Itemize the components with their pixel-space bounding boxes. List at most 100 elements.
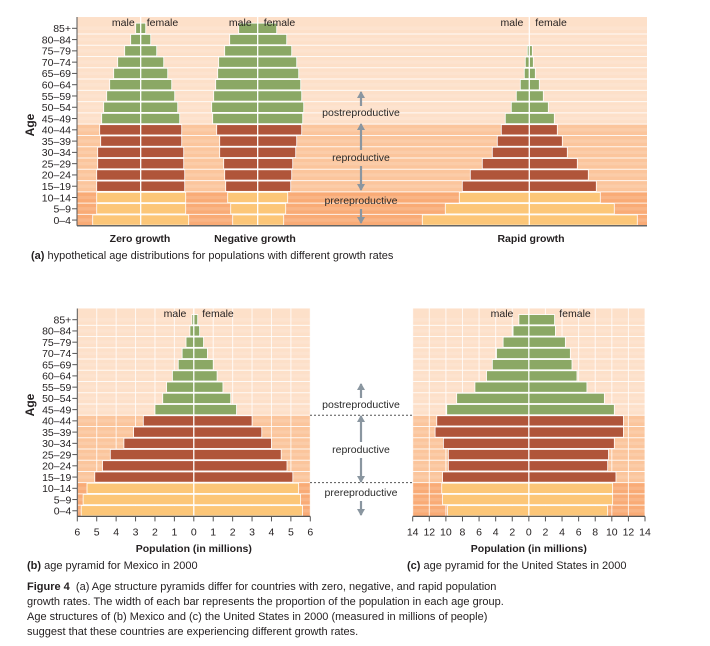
male-bar-45–49 (504, 113, 530, 125)
row-stripe (77, 207, 647, 211)
male-bar-25–29 (97, 158, 142, 170)
male-bar-25–29 (223, 158, 259, 170)
male-bar-10–14 (86, 482, 195, 494)
female-header: female (559, 308, 591, 320)
female-bar-60–64 (528, 370, 578, 382)
female-bar-0–4 (193, 505, 303, 517)
female-bar-45–49 (140, 113, 181, 125)
pyramid-title: Negative growth (214, 233, 296, 245)
male-bar-20–24 (102, 460, 195, 472)
age-tick-label: 25–29 (42, 158, 71, 170)
caption-text: age pyramid for Mexico in 2000 (41, 560, 198, 572)
caption-letter: (b) (27, 560, 41, 572)
female-bar-30–34 (257, 146, 297, 158)
male-bar-0–4 (232, 214, 259, 226)
female-header: female (202, 308, 234, 320)
female-bar-80–84 (140, 34, 152, 46)
female-bar-5–9 (193, 494, 301, 506)
female-bar-35–39 (193, 426, 263, 438)
x-tick-label: 14 (639, 526, 651, 538)
pyramid-panel-c (434, 308, 624, 517)
female-bar-30–34 (528, 146, 568, 158)
male-bar-85+ (135, 22, 142, 34)
x-tick-label: 12 (423, 526, 435, 538)
female-bar-70–74 (257, 56, 298, 68)
arrow-down-icon (357, 217, 365, 224)
age-axis-label: Age (23, 113, 37, 136)
x-tick-label: 4 (113, 526, 119, 538)
x-tick-label: 1 (171, 526, 177, 538)
male-bar-40–44 (500, 124, 530, 136)
female-bar-50–54 (528, 101, 549, 113)
female-bar-20–24 (528, 169, 589, 181)
male-bar-0–4 (92, 214, 142, 226)
age-tick-label: 60–64 (42, 80, 71, 92)
male-bar-55–59 (474, 381, 530, 393)
male-header: male (229, 17, 252, 29)
male-header: male (112, 17, 135, 29)
arrow-up-icon (357, 383, 365, 390)
female-bar-0–4 (257, 214, 285, 226)
figure-number: Figure 4 (27, 581, 71, 593)
male-bar-15–19 (225, 180, 259, 192)
female-bar-65–69 (528, 359, 573, 371)
row-stripe (77, 71, 647, 76)
male-bar-70–74 (117, 56, 142, 68)
row-stripe (77, 49, 647, 53)
female-bar-55–59 (193, 381, 224, 393)
postreproductive-label: postreproductive (322, 399, 400, 411)
pyramid-rapid-growth (421, 17, 638, 226)
figure-caption-text: Age structures of (b) Mexico and (c) the… (27, 611, 487, 623)
male-bar-30–34 (219, 146, 259, 158)
female-bar-20–24 (140, 169, 186, 181)
female-bar-40–44 (257, 124, 303, 136)
x-tick-label: 10 (440, 526, 452, 538)
female-header: female (264, 17, 296, 29)
female-bar-10–14 (528, 191, 601, 204)
female-bar-65–69 (257, 67, 300, 79)
age-tick-label: 70–74 (42, 57, 71, 69)
reproductive-label: reproductive (332, 152, 390, 164)
age-tick-label: 0–4 (54, 506, 72, 518)
male-bar-70–74 (218, 56, 259, 68)
female-bar-70–74 (140, 56, 165, 68)
male-bar-60–64 (172, 370, 195, 382)
female-bar-10–14 (528, 482, 614, 494)
male-bar-65–69 (177, 359, 195, 371)
female-bar-50–54 (140, 101, 179, 113)
x-tick-label: 5 (288, 526, 294, 538)
row-stripe (77, 37, 647, 42)
female-bar-40–44 (528, 124, 558, 136)
male-bar-50–54 (211, 101, 259, 113)
female-bar-50–54 (193, 392, 232, 404)
female-bar-80–84 (193, 325, 201, 337)
pyramid-panel-b (80, 308, 303, 517)
arrow-down-icon (357, 509, 365, 516)
row-stripe (77, 161, 647, 166)
male-bar-60–64 (486, 370, 530, 382)
male-bar-10–14 (96, 191, 142, 204)
male-bar-20–24 (96, 169, 142, 181)
arrow-up-icon (357, 415, 365, 422)
female-bar-65–69 (140, 67, 169, 79)
male-bar-45–49 (212, 113, 259, 125)
x-tick-label: 6 (576, 526, 582, 538)
female-bar-45–49 (528, 113, 555, 125)
age-tick-label: 65–69 (42, 359, 71, 371)
panel-b-caption: (b) age pyramid for Mexico in 2000 (27, 560, 198, 572)
x-tick-label: 6 (74, 526, 80, 538)
panel-c-x-axis: 14 12 10 8 6 4 2 0 2 4 6 8 10 12 14 (407, 515, 651, 538)
age-axis-label: Age (23, 393, 37, 416)
female-bar-80–84 (528, 325, 556, 337)
female-bar-70–74 (193, 347, 208, 359)
arrow-down-icon (357, 184, 365, 191)
male-bar-60–64 (215, 79, 259, 91)
x-tick-label: 1 (210, 526, 216, 538)
male-bar-15–19 (461, 180, 530, 192)
female-bar-15–19 (140, 180, 186, 192)
x-tick-label: 8 (592, 526, 598, 538)
prereproductive-label: prereproductive (325, 487, 398, 499)
life-stage-labels: postreproductive reproductive prereproduct… (322, 383, 400, 516)
x-tick-label: 2 (509, 526, 515, 538)
figure-caption-line: Age structures of (b) Mexico and (c) the… (27, 611, 487, 623)
